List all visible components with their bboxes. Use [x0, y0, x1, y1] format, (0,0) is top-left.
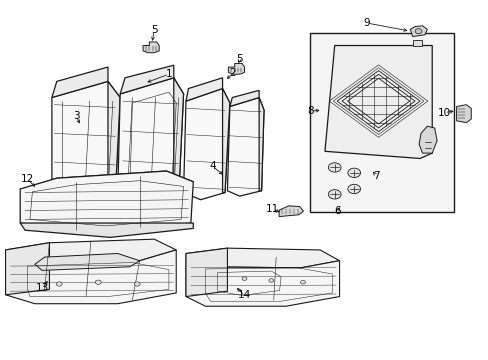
Polygon shape: [185, 248, 227, 297]
Polygon shape: [120, 65, 173, 94]
Circle shape: [56, 282, 62, 286]
Polygon shape: [279, 206, 303, 217]
Bar: [412, 40, 421, 45]
Text: 3: 3: [73, 111, 80, 121]
Polygon shape: [227, 98, 264, 196]
Polygon shape: [5, 250, 176, 304]
Polygon shape: [228, 63, 244, 74]
Polygon shape: [185, 253, 339, 306]
Circle shape: [95, 280, 101, 284]
Text: 7: 7: [372, 171, 379, 181]
Text: 8: 8: [306, 106, 313, 116]
Polygon shape: [185, 78, 222, 101]
Circle shape: [414, 29, 421, 34]
Polygon shape: [456, 105, 470, 123]
Text: 10: 10: [437, 108, 450, 118]
Polygon shape: [325, 45, 431, 158]
Text: 6: 6: [333, 206, 340, 216]
Polygon shape: [185, 248, 339, 268]
Polygon shape: [173, 78, 183, 196]
Text: 13: 13: [36, 283, 49, 293]
Polygon shape: [22, 171, 193, 202]
Polygon shape: [35, 253, 140, 270]
Polygon shape: [52, 67, 108, 98]
Polygon shape: [20, 223, 193, 237]
Polygon shape: [108, 81, 120, 196]
Polygon shape: [183, 89, 229, 200]
Polygon shape: [52, 81, 120, 205]
Text: 5: 5: [151, 25, 157, 35]
Circle shape: [300, 280, 305, 284]
Text: 12: 12: [21, 174, 34, 184]
Text: 11: 11: [265, 204, 279, 215]
Polygon shape: [259, 98, 264, 191]
Circle shape: [242, 277, 246, 280]
Circle shape: [328, 190, 340, 199]
Circle shape: [268, 279, 273, 282]
Text: 14: 14: [237, 291, 251, 301]
Polygon shape: [20, 171, 193, 232]
Polygon shape: [5, 239, 176, 264]
Text: 1: 1: [165, 69, 172, 79]
Polygon shape: [118, 78, 183, 205]
Polygon shape: [222, 89, 229, 193]
Circle shape: [328, 163, 340, 172]
Text: 2: 2: [228, 68, 235, 78]
Polygon shape: [409, 26, 427, 37]
Text: 4: 4: [209, 161, 216, 171]
Polygon shape: [418, 126, 436, 153]
Circle shape: [134, 282, 140, 286]
Text: 9: 9: [363, 18, 369, 28]
Circle shape: [347, 184, 360, 194]
Polygon shape: [229, 90, 259, 107]
Polygon shape: [143, 42, 159, 53]
Polygon shape: [5, 243, 49, 295]
Bar: [310, 33, 453, 212]
Circle shape: [347, 168, 360, 177]
Text: 5: 5: [236, 54, 243, 64]
